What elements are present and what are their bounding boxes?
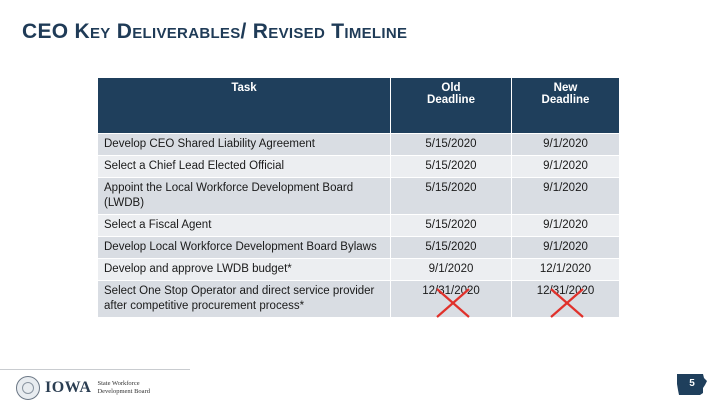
task-cell: Appoint the Local Workforce Development …: [96, 177, 392, 215]
header-new-line2: Deadline: [541, 94, 590, 106]
iowa-state-shape-icon: [677, 374, 707, 395]
logo-text: IOWA: [45, 379, 92, 396]
old-deadline-cell: 9/1/2020: [390, 258, 512, 281]
header-old-line2: Deadline: [427, 94, 475, 106]
iowa-logo: IOWA State Workforce Development Board: [16, 376, 157, 400]
table-row: Develop CEO Shared Liability Agreement 5…: [96, 133, 621, 156]
new-deadline-cell: 12/1/2020: [510, 258, 621, 281]
header-new-deadline: New Deadline: [510, 77, 621, 134]
old-deadline-cell: 5/15/2020: [390, 236, 512, 259]
new-deadline-cell: 9/1/2020: [510, 214, 621, 237]
old-deadline-cell: 12/31/2020: [390, 280, 512, 318]
old-deadline-cell: 5/15/2020: [390, 177, 512, 215]
old-deadline-cell: 5/15/2020: [390, 133, 512, 156]
task-cell: Select a Fiscal Agent: [96, 214, 392, 237]
new-deadline-cell: 9/1/2020: [510, 177, 621, 215]
new-deadline-cell: 9/1/2020: [510, 236, 621, 259]
old-deadline-value: 12/31/2020: [422, 285, 480, 297]
header-task: Task: [96, 77, 392, 134]
table-row: Select a Fiscal Agent 5/15/2020 9/1/2020: [96, 214, 621, 237]
new-deadline-cell: 9/1/2020: [510, 155, 621, 178]
task-cell: Select One Stop Operator and direct serv…: [96, 280, 392, 318]
task-cell: Develop CEO Shared Liability Agreement: [96, 133, 392, 156]
task-cell: Develop and approve LWDB budget*: [96, 258, 392, 281]
task-cell: Select a Chief Lead Elected Official: [96, 155, 392, 178]
old-deadline-cell: 5/15/2020: [390, 155, 512, 178]
header-old-deadline: Old Deadline: [390, 77, 512, 134]
new-deadline-value: 12/31/2020: [536, 285, 595, 297]
footer-divider: [0, 369, 190, 370]
table-row: Develop and approve LWDB budget* 9/1/202…: [96, 258, 621, 281]
table-header-row: Task Old Deadline New Deadline: [96, 77, 621, 134]
header-old-line1: Old: [441, 82, 461, 94]
table-row: Select a Chief Lead Elected Official 5/1…: [96, 155, 621, 178]
state-seal-icon: [16, 376, 40, 400]
table-row: Appoint the Local Workforce Development …: [96, 177, 621, 215]
logo-subtitle: State Workforce Development Board: [97, 380, 150, 395]
old-deadline-cell: 5/15/2020: [390, 214, 512, 237]
task-cell: Develop Local Workforce Development Boar…: [96, 236, 392, 259]
deliverables-table: Task Old Deadline New Deadline Develop C…: [96, 77, 621, 318]
page-number: 5: [689, 378, 695, 389]
slide-title: CEO Key Deliverables/ Revised Timeline: [22, 20, 408, 43]
new-deadline-cell: 12/31/2020: [510, 280, 621, 318]
page-number-badge: 5: [676, 372, 708, 396]
table-row: Select One Stop Operator and direct serv…: [96, 280, 621, 318]
new-deadline-cell: 9/1/2020: [510, 133, 621, 156]
table-row: Develop Local Workforce Development Boar…: [96, 236, 621, 259]
header-new-line1: New: [553, 82, 578, 94]
